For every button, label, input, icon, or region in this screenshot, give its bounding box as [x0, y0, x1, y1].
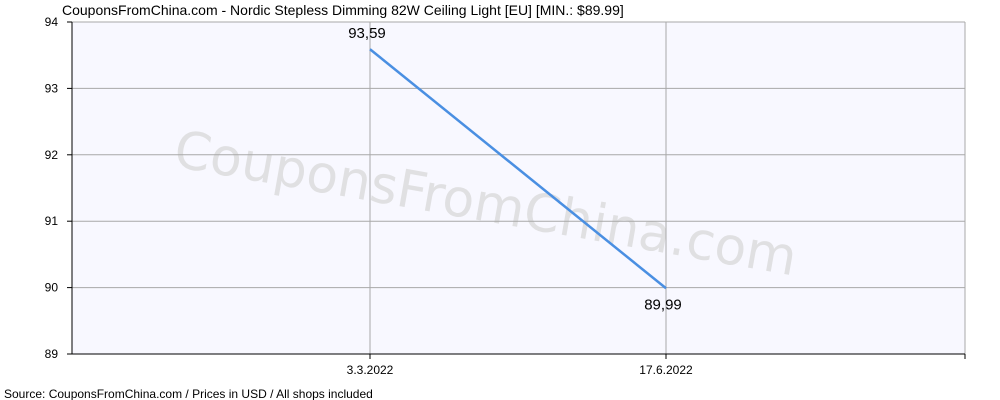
plot-area	[72, 22, 965, 354]
price-series	[369, 48, 667, 290]
y-tick-label: 91	[45, 214, 59, 228]
price-line	[369, 48, 667, 290]
data-label: 89,99	[644, 296, 682, 313]
axes	[71, 22, 965, 355]
y-axis-ticks: 89 90 91 92 93 94	[45, 15, 72, 361]
x-axis-ticks: 3.3.2022 17.6.2022	[347, 354, 966, 377]
x-tick-label: 3.3.2022	[347, 363, 394, 377]
y-tick-label: 94	[45, 15, 59, 29]
data-labels: 93,59 89,99	[348, 25, 682, 313]
y-tick-label: 93	[45, 81, 59, 95]
chart-title: CouponsFromChina.com - Nordic Stepless D…	[62, 2, 624, 18]
y-tick-label: 89	[45, 347, 59, 361]
data-label: 93,59	[348, 25, 386, 42]
chart-source-note: Source: CouponsFromChina.com / Prices in…	[4, 387, 373, 400]
x-tick-label: 17.6.2022	[639, 363, 693, 377]
y-tick-label: 90	[45, 281, 59, 295]
y-tick-label: 92	[45, 148, 59, 162]
